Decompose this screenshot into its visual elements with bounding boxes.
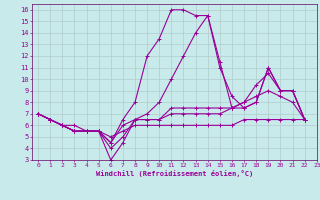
X-axis label: Windchill (Refroidissement éolien,°C): Windchill (Refroidissement éolien,°C) — [96, 170, 253, 177]
